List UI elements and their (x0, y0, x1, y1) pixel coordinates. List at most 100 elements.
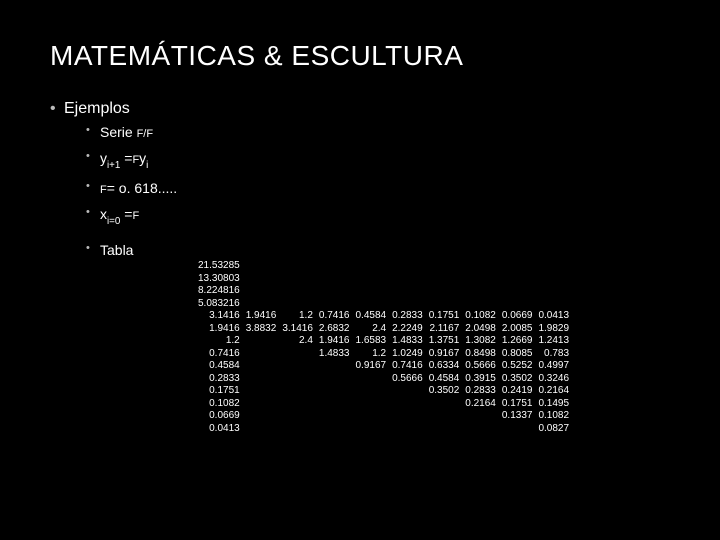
table-cell: 1.9416 (243, 310, 280, 323)
table-cell: 1.3082 (462, 335, 499, 348)
table-cell: 2.0085 (499, 323, 536, 336)
text-const: = o. 618..... (107, 180, 177, 196)
data-table-wrap: 21.5328513.308038.2248165.0832163.14161.… (195, 260, 572, 435)
table-cell (279, 298, 316, 311)
table-cell (499, 260, 536, 273)
table-cell (353, 410, 390, 423)
table-cell: 1.2413 (535, 335, 572, 348)
table-cell (279, 398, 316, 411)
table-cell (243, 360, 280, 373)
table-cell (535, 285, 572, 298)
table-cell: 0.2833 (462, 385, 499, 398)
table-cell: 0.8085 (499, 348, 536, 361)
table-cell (462, 410, 499, 423)
bullet-text: yi+1 =Fyi (100, 150, 148, 170)
table-cell (353, 285, 390, 298)
bullet-dot-icon: • (86, 242, 100, 254)
table-cell: 2.1167 (426, 323, 463, 336)
table-cell: 0.9167 (426, 348, 463, 361)
table-cell: 0.4584 (426, 373, 463, 386)
table-cell: 8.224816 (195, 285, 243, 298)
table-cell (279, 285, 316, 298)
table-cell (243, 273, 280, 286)
bullet-serie: • Serie F/F (86, 124, 670, 140)
table-cell: 0.7416 (316, 310, 353, 323)
table-cell: 0.1495 (535, 398, 572, 411)
table-cell: 0.4584 (195, 360, 243, 373)
table-cell (243, 260, 280, 273)
table-cell: 0.2833 (195, 373, 243, 386)
table-cell (353, 298, 390, 311)
table-cell: 0.4997 (535, 360, 572, 373)
bullet-text: xi=0 =F (100, 206, 139, 226)
table-cell (426, 410, 463, 423)
table-cell (499, 298, 536, 311)
table-cell (316, 385, 353, 398)
data-table: 21.5328513.308038.2248165.0832163.14161.… (195, 260, 572, 435)
bullet-tabla: • Tabla (86, 242, 670, 258)
text-serie: Serie (100, 124, 137, 140)
table-cell (389, 285, 426, 298)
table-cell (279, 373, 316, 386)
table-cell: 13.30803 (195, 273, 243, 286)
table-cell: 0.1751 (426, 310, 463, 323)
table-row: 5.083216 (195, 298, 572, 311)
text-ff: F/F (137, 128, 154, 140)
table-cell (426, 285, 463, 298)
table-row: 0.45840.91670.74160.63340.56660.52520.49… (195, 360, 572, 373)
text-eq1: = (120, 150, 132, 166)
table-cell (499, 285, 536, 298)
table-cell: 3.1416 (279, 323, 316, 336)
table-cell (243, 398, 280, 411)
bullet-dot-icon: • (50, 100, 64, 118)
table-cell: 1.4833 (316, 348, 353, 361)
table-cell (279, 410, 316, 423)
table-row: 0.04130.0827 (195, 423, 572, 436)
table-cell (316, 398, 353, 411)
table-cell (535, 298, 572, 311)
table-cell (243, 385, 280, 398)
table-cell: 0.1082 (462, 310, 499, 323)
table-cell (462, 273, 499, 286)
table-cell: 0.2164 (535, 385, 572, 398)
table-cell (389, 423, 426, 436)
table-cell: 21.53285 (195, 260, 243, 273)
page-title: MATEMÁTICAS & ESCULTURA (50, 40, 670, 72)
table-cell (389, 410, 426, 423)
table-cell (316, 273, 353, 286)
table-cell (279, 260, 316, 273)
table-row: 1.94163.88323.14162.68322.42.22492.11672… (195, 323, 572, 336)
text-sub1: i+1 (107, 160, 120, 171)
table-cell (389, 273, 426, 286)
table-cell: 0.0669 (499, 310, 536, 323)
table-cell (316, 285, 353, 298)
table-cell (279, 360, 316, 373)
text-sub2: i (146, 160, 148, 171)
table-cell: 3.8832 (243, 323, 280, 336)
table-cell: 0.1082 (195, 398, 243, 411)
table-cell (499, 423, 536, 436)
table-cell (353, 373, 390, 386)
table-cell: 0.1082 (535, 410, 572, 423)
table-cell: 0.5666 (389, 373, 426, 386)
table-row: 0.06690.13370.1082 (195, 410, 572, 423)
table-cell (316, 410, 353, 423)
table-cell: 1.9416 (316, 335, 353, 348)
table-cell (426, 298, 463, 311)
table-cell: 0.8498 (462, 348, 499, 361)
table-cell: 0.3246 (535, 373, 572, 386)
table-cell (316, 260, 353, 273)
table-row: 13.30803 (195, 273, 572, 286)
table-cell (243, 335, 280, 348)
table-row: 0.74161.48331.21.02490.91670.84980.80850… (195, 348, 572, 361)
table-cell: 0.2164 (462, 398, 499, 411)
table-cell: 1.2 (279, 310, 316, 323)
bullet-text: Tabla (100, 242, 133, 258)
table-cell (243, 298, 280, 311)
table-row: 3.14161.94161.20.74160.45840.28330.17510… (195, 310, 572, 323)
bullet-initial: • xi=0 =F (86, 206, 670, 226)
table-cell (353, 423, 390, 436)
table-cell: 0.2419 (499, 385, 536, 398)
text-x: x (100, 206, 107, 222)
table-cell (389, 385, 426, 398)
